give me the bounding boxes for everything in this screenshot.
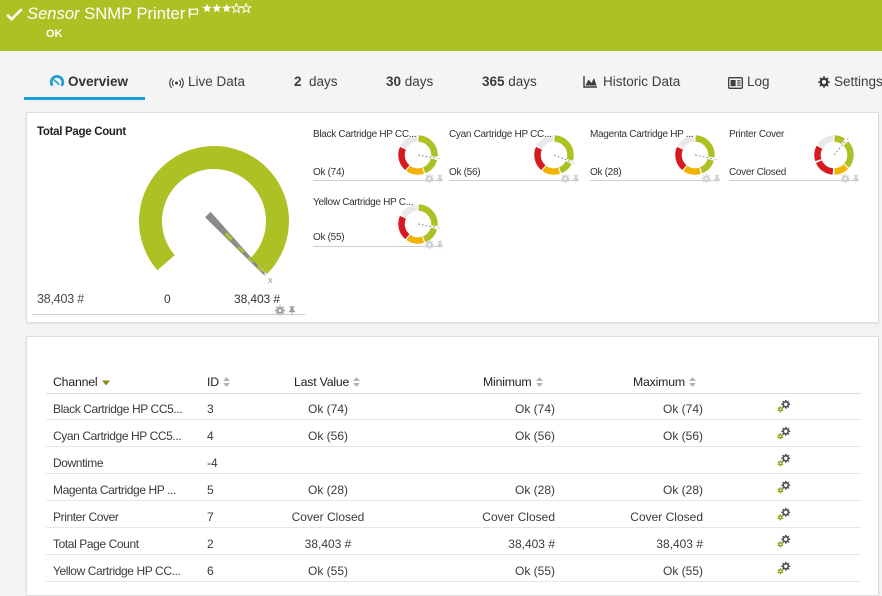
svg-text:x: x (268, 275, 273, 286)
